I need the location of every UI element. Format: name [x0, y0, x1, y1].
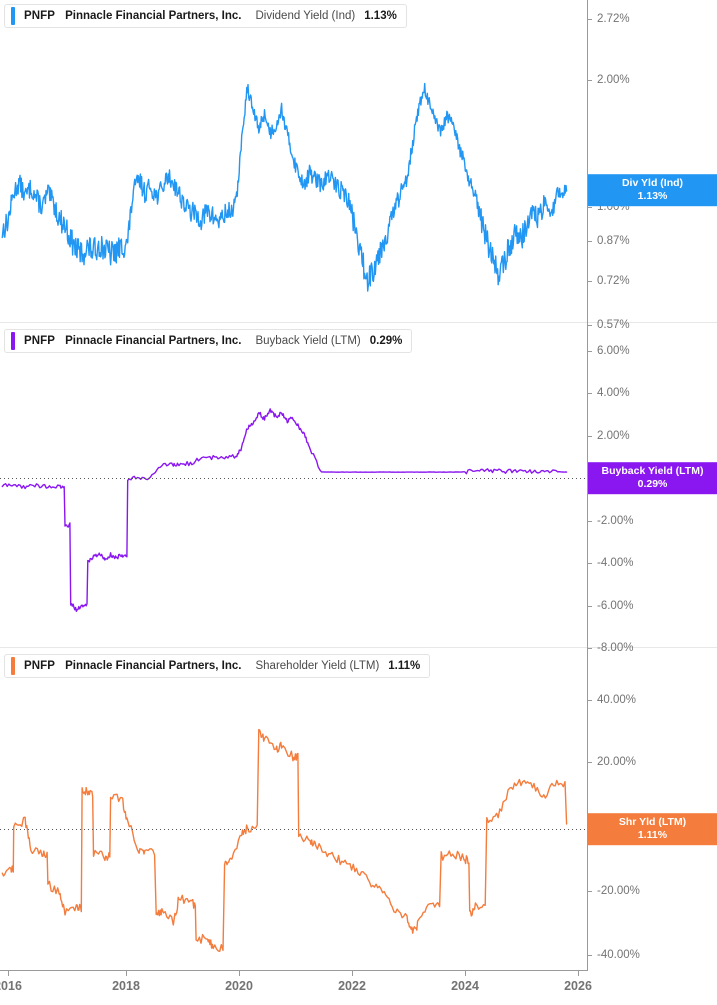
series-dividend-yield [1, 82, 568, 292]
y-tick-mark [587, 325, 592, 326]
y-tick-mark [587, 207, 592, 208]
plot-area-buyback-yield[interactable] [0, 323, 587, 647]
legend-color-swatch-icon [11, 657, 15, 675]
legend-company: Pinnacle Financial Partners, Inc. [65, 10, 242, 22]
y-tick-mark [587, 436, 592, 437]
value-badge-buyback-yield[interactable]: Buyback Yield (LTM) 0.29% [588, 462, 717, 494]
y-tick-label: -8.00% [597, 642, 634, 654]
x-tick-label: 2016 [0, 979, 22, 993]
x-tick-mark [352, 970, 353, 976]
legend-shareholder-yield[interactable]: PNFP Pinnacle Financial Partners, Inc. S… [4, 654, 431, 678]
legend-ticker: PNFP [24, 335, 56, 347]
y-tick-label: -40.00% [597, 949, 640, 961]
y-tick-mark [587, 762, 592, 763]
x-tick-label: 2024 [451, 979, 479, 993]
x-tick-mark [126, 970, 127, 976]
zero-reference-line [0, 478, 587, 479]
y-axis-line [587, 0, 588, 970]
y-tick-mark [587, 351, 592, 352]
y-tick-label: 2.72% [597, 13, 630, 25]
legend-dividend-yield[interactable]: PNFP Pinnacle Financial Partners, Inc. D… [4, 4, 407, 28]
y-tick-label: 2.00% [597, 430, 630, 442]
series-line [1, 728, 568, 953]
series-line [1, 408, 568, 612]
y-tick-mark [587, 281, 592, 282]
legend-company: Pinnacle Financial Partners, Inc. [65, 660, 242, 672]
legend-value: 1.13% [364, 10, 397, 22]
badge-label: Shr Yld (LTM) [618, 816, 687, 829]
legend-ticker: PNFP [24, 660, 56, 672]
x-tick-label: 2020 [225, 979, 253, 993]
x-tick-label: 2018 [112, 979, 140, 993]
panel-dividend-yield: PNFP Pinnacle Financial Partners, Inc. D… [0, 0, 717, 322]
x-tick-mark [239, 970, 240, 976]
plot-area-shareholder-yield[interactable] [0, 648, 587, 970]
x-axis-line [0, 970, 588, 971]
legend-color-swatch-icon [11, 7, 15, 25]
plot-area-dividend-yield[interactable] [0, 0, 587, 322]
value-badge-shareholder-yield[interactable]: Shr Yld (LTM) 1.11% [588, 813, 717, 845]
panel-separator [0, 322, 717, 323]
legend-color-swatch-icon [11, 332, 15, 350]
y-tick-mark [587, 80, 592, 81]
x-tick-label: 2022 [338, 979, 366, 993]
y-tick-label: 20.00% [597, 756, 637, 768]
badge-label: Div Yld (Ind) [621, 177, 684, 190]
series-line [1, 82, 568, 292]
y-tick-mark [587, 393, 592, 394]
y-tick-mark [587, 648, 592, 649]
y-tick-label: -2.00% [597, 515, 634, 527]
x-tick-mark [8, 970, 9, 976]
badge-label: Buyback Yield (LTM) [601, 465, 704, 478]
x-axis: 2016 2018 2020 2022 2024 2026 [0, 970, 717, 1005]
y-tick-label: 6.00% [597, 345, 630, 357]
badge-value: 1.13% [637, 190, 668, 202]
y-tick-label: 0.72% [597, 275, 630, 287]
zero-reference-line [0, 829, 587, 830]
legend-metric: Shareholder Yield (LTM) [255, 660, 380, 672]
y-tick-mark [587, 563, 592, 564]
value-badge-dividend-yield[interactable]: Div Yld (Ind) 1.13% [588, 174, 717, 206]
y-tick-label: 40.00% [597, 694, 637, 706]
y-tick-mark [587, 700, 592, 701]
y-tick-label: -4.00% [597, 557, 634, 569]
y-tick-label: 2.00% [597, 74, 630, 86]
y-tick-mark [587, 955, 592, 956]
legend-company: Pinnacle Financial Partners, Inc. [65, 335, 242, 347]
series-shareholder-yield [1, 728, 568, 953]
y-tick-label: -6.00% [597, 600, 634, 612]
legend-ticker: PNFP [24, 10, 56, 22]
y-tick-label: 4.00% [597, 387, 630, 399]
legend-metric: Buyback Yield (LTM) [255, 335, 361, 347]
series-buyback-yield [1, 408, 568, 612]
legend-metric: Dividend Yield (Ind) [255, 10, 356, 22]
y-tick-mark [587, 891, 592, 892]
y-tick-mark [587, 19, 592, 20]
legend-value: 0.29% [369, 335, 403, 347]
x-tick-label: 2026 [564, 979, 592, 993]
y-tick-mark [587, 606, 592, 607]
badge-value: 0.29% [637, 478, 668, 490]
legend-buyback-yield[interactable]: PNFP Pinnacle Financial Partners, Inc. B… [4, 329, 413, 353]
panel-separator [0, 647, 717, 648]
x-tick-mark [465, 970, 466, 976]
x-tick-mark [578, 970, 579, 976]
panel-buyback-yield: PNFP Pinnacle Financial Partners, Inc. B… [0, 323, 717, 647]
y-tick-label: 0.87% [597, 235, 630, 247]
y-tick-mark [587, 241, 592, 242]
y-tick-mark [587, 521, 592, 522]
legend-value: 1.11% [388, 660, 421, 672]
panel-shareholder-yield: PNFP Pinnacle Financial Partners, Inc. S… [0, 648, 717, 970]
badge-value: 1.11% [637, 829, 668, 841]
y-tick-label: -20.00% [597, 885, 640, 897]
y-tick-label: 0.57% [597, 319, 630, 331]
